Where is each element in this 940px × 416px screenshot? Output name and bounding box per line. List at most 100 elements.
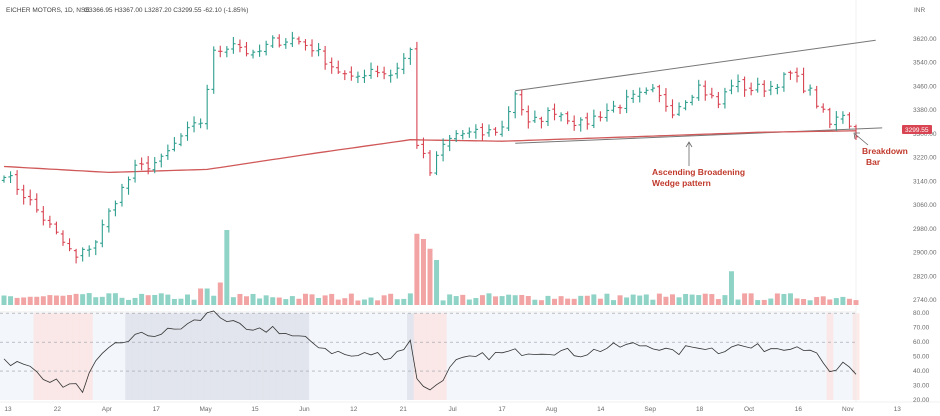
time-axis-tick-label: 14 <box>597 406 605 413</box>
breakdown-label-line1: Breakdown <box>862 146 908 156</box>
volume-bar <box>676 297 682 305</box>
ohlc-bar <box>683 100 688 111</box>
volume-bar <box>348 293 354 305</box>
volume-bar <box>637 295 643 305</box>
ohlc-bar <box>814 85 819 109</box>
volume-bar <box>840 296 846 305</box>
volume-bar <box>440 300 446 305</box>
rsi-zone-shade <box>302 313 310 400</box>
ohlc-bar <box>460 129 465 140</box>
volume-bar <box>276 297 282 305</box>
ohlc-bar <box>591 109 597 129</box>
volume-bar <box>466 299 472 305</box>
volume-bar <box>185 294 190 305</box>
ohlc-bar <box>178 133 184 147</box>
volume-bar <box>112 293 118 305</box>
rsi-zone-shade <box>236 313 244 400</box>
volume-bar <box>73 293 79 305</box>
time-axis-tick-label: Aug <box>546 406 558 413</box>
ohlc-bar <box>644 87 649 95</box>
ohlc-bar <box>794 67 800 83</box>
volume-bar <box>735 299 741 305</box>
volume-bar <box>158 293 164 305</box>
volume-bar <box>499 296 505 305</box>
time-axis-tick-label: 16 <box>795 406 803 413</box>
ohlc-bar <box>427 150 433 176</box>
volume-bar <box>375 300 381 305</box>
ohlc-bar <box>729 79 734 95</box>
volume-bar <box>250 293 256 305</box>
volume-bar <box>152 294 158 305</box>
volume-bar <box>761 299 767 305</box>
rsi-axis-tick-label: 80.00 <box>913 310 930 317</box>
volume-bar <box>40 296 46 305</box>
volume-bar <box>728 271 734 305</box>
rsi-zone-shade <box>433 313 441 400</box>
time-axis-tick-label: Jul <box>448 406 457 413</box>
volume-bar <box>532 299 538 305</box>
volume-bar <box>512 295 518 305</box>
ohlc-bar <box>473 124 479 139</box>
last-price-badge <box>902 125 932 134</box>
rsi-axis-tick-label: 60.00 <box>913 339 930 346</box>
volume-bar <box>696 295 702 305</box>
ohlc-bar <box>499 120 505 137</box>
volume-bar <box>755 300 761 305</box>
ohlc-bar <box>513 91 518 119</box>
volume-layer <box>1 230 859 305</box>
volume-bar <box>342 298 348 305</box>
volume-bar <box>820 296 826 305</box>
ohlc-bar <box>296 36 302 45</box>
ohlc-bar <box>722 87 728 109</box>
volume-bar <box>204 288 210 305</box>
volume-bar <box>270 297 276 305</box>
volume-bar <box>21 297 27 305</box>
ohlc-bar <box>716 91 721 109</box>
ohlc-bar <box>611 100 616 113</box>
volume-bar <box>8 296 14 305</box>
rsi-zone-shade <box>210 313 218 400</box>
ohlc-bar <box>493 127 498 136</box>
rsi-zone-shade <box>177 313 185 400</box>
rsi-zone-shade <box>131 313 139 400</box>
rsi-zone-shade <box>426 313 434 400</box>
volume-bar <box>165 294 171 305</box>
volume-bar <box>578 295 584 305</box>
volume-bar <box>565 298 571 305</box>
breakdown-arrowhead <box>853 132 860 140</box>
volume-bar <box>787 293 793 305</box>
volume-bar <box>486 293 492 305</box>
price-axis-tick-label: 3220.00 <box>913 155 937 162</box>
volume-bar <box>597 298 603 305</box>
ohlc-bar <box>467 127 472 138</box>
rsi-zone-shade <box>230 313 237 400</box>
ohlc-bar <box>388 69 393 83</box>
ohlc-bar <box>630 89 636 103</box>
ohlc-bar <box>689 94 695 106</box>
rsi-zone-shade <box>407 313 414 400</box>
volume-bar <box>611 300 616 305</box>
time-axis-tick-label: Jun <box>299 406 310 413</box>
ohlc-bar <box>762 80 767 98</box>
ohlc-bar <box>486 124 492 137</box>
volume-bar <box>768 298 774 305</box>
volume-bar <box>407 293 413 305</box>
ohlc-bar <box>571 115 577 131</box>
ohlc-bar <box>303 39 308 51</box>
ohlc-bar <box>47 215 53 228</box>
ohlc-bar <box>119 183 125 207</box>
ohlc-bar <box>539 116 544 129</box>
volume-bar <box>814 296 820 305</box>
volume-bar <box>322 295 328 305</box>
volume-bar <box>126 299 132 305</box>
volume-bar <box>237 293 243 305</box>
ohlc-bar <box>585 112 590 130</box>
volume-bar <box>198 288 204 305</box>
volume-bar <box>67 295 73 305</box>
rsi-zone-shade <box>249 313 257 400</box>
rsi-zone-shade <box>420 313 428 400</box>
wedge-lower-trendline <box>515 127 883 144</box>
ohlc-bar <box>807 84 813 96</box>
volume-bar <box>479 295 485 305</box>
